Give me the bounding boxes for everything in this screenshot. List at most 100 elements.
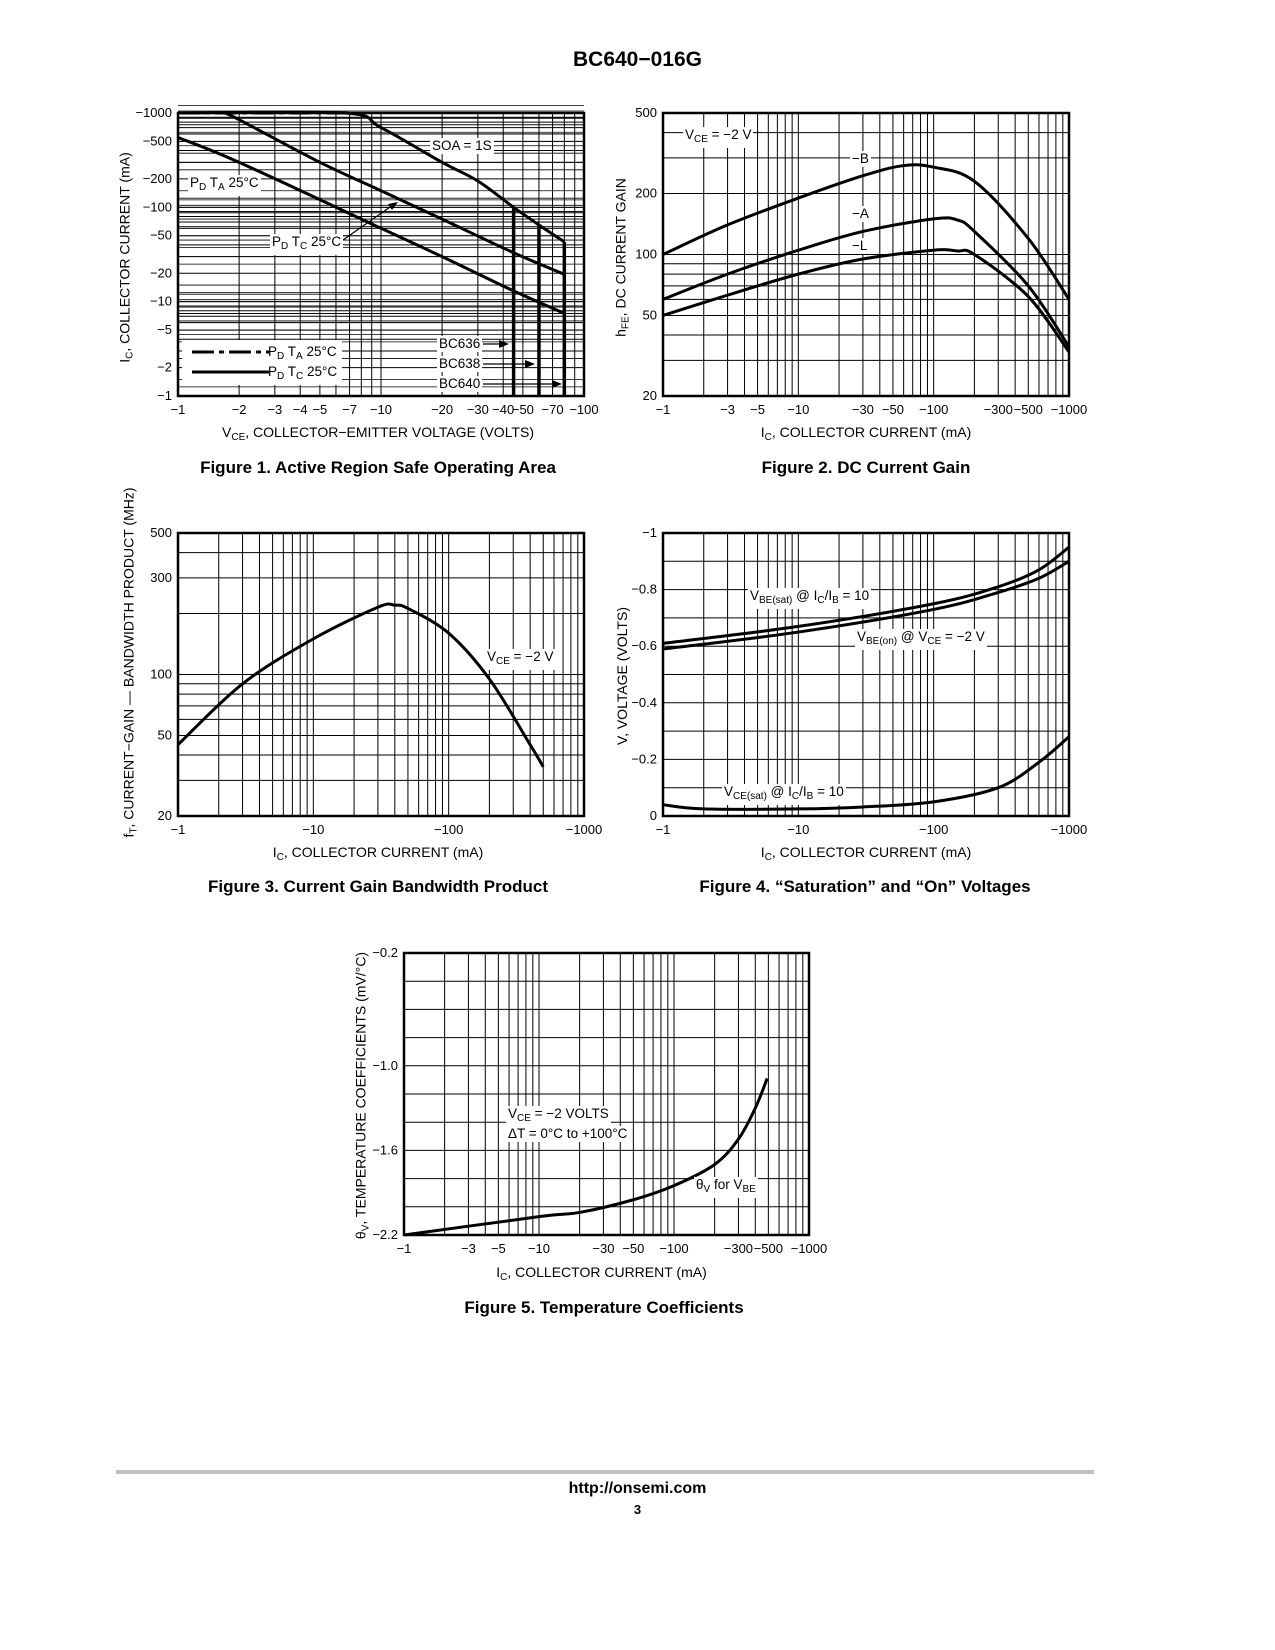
label-rest: , TEMPERATURE COEFFICIENTS (mV/°C) xyxy=(352,951,369,1225)
x-tick-label: −1 xyxy=(171,822,186,837)
label-sub: C xyxy=(124,351,136,359)
page-number: 3 xyxy=(633,1502,642,1517)
t: 25°C xyxy=(302,344,337,359)
label-rest: , COLLECTOR CURRENT (mA) xyxy=(283,844,484,860)
t: V xyxy=(703,1184,711,1195)
fig4-vbeon-label: VBE(on) @ VCE = −2 V xyxy=(855,629,987,650)
fig4-vcesat-label: VCE(sat) @ IC/IB = 10 xyxy=(722,784,846,805)
y-tick-label: 200 xyxy=(635,186,657,201)
fig5-xlabel: IC, COLLECTOR CURRENT (mA) xyxy=(404,1264,799,1283)
t: = −2 VOLTS xyxy=(530,1106,609,1121)
y-tick-label: −0.4 xyxy=(631,695,657,710)
t: D xyxy=(199,182,207,193)
plot-frame xyxy=(402,951,811,1237)
fig4-vbesat-label: VBE(sat) @ IC/IB = 10 xyxy=(748,588,872,609)
label-main: I xyxy=(272,844,277,860)
fig2-vce-label: VCE = −2 V xyxy=(683,127,754,148)
t: B xyxy=(806,791,814,802)
label-main: I xyxy=(496,1264,501,1280)
x-tick-label: −3 xyxy=(267,402,282,417)
t: for V xyxy=(710,1177,743,1192)
label-sub: V xyxy=(360,1224,372,1232)
label-main: θ xyxy=(352,1231,369,1240)
plot-frame xyxy=(661,531,1071,818)
t: /I xyxy=(824,588,833,603)
label-sub: FE xyxy=(620,316,632,330)
x-tick-label: −1 xyxy=(656,822,671,837)
footer-url-link[interactable]: http://onsemi.com xyxy=(568,1480,707,1497)
y-tick-label: 20 xyxy=(643,388,657,403)
fig1-pd-tc-label: PD TC 25°C xyxy=(270,234,344,255)
y-tick-label: 100 xyxy=(150,667,172,682)
t: θ xyxy=(696,1177,704,1192)
t: 25°C xyxy=(303,364,338,379)
t: 25°C xyxy=(307,234,342,249)
t: T xyxy=(284,344,297,359)
legend-entry-tc: PD TC 25°C xyxy=(268,364,337,385)
fig1-legend: PD TA 25°C PD TC 25°C xyxy=(182,340,342,385)
t: CE xyxy=(517,1113,531,1124)
fig3-caption: Figure 3. Current Gain Bandwidth Product xyxy=(207,877,549,896)
t: V xyxy=(750,588,760,603)
label-sub: C xyxy=(500,1272,508,1283)
x-tick-label: −100 xyxy=(919,822,948,837)
x-tick-label: −10 xyxy=(370,402,392,417)
fig1-bc636-label: BC636 xyxy=(437,336,483,352)
y-tick-label: 20 xyxy=(158,808,172,823)
t: 25°C xyxy=(224,175,259,190)
x-tick-label: −40 xyxy=(492,402,514,417)
x-tick-label: −1000 xyxy=(791,1241,828,1256)
fig1-caption: Figure 1. Active Region Safe Operating A… xyxy=(200,458,556,477)
label-rest: , COLLECTOR−EMITTER VOLTAGE (VOLTS) xyxy=(245,424,534,440)
fig1-arrows xyxy=(342,202,562,388)
y-tick-label: −2 xyxy=(157,360,172,375)
y-tick-label: 500 xyxy=(635,105,657,120)
series-line-2-2 xyxy=(662,248,1071,353)
series-line-5-0 xyxy=(403,1077,769,1237)
t: = 10 xyxy=(838,588,870,603)
pd-tc-arrow-icon xyxy=(342,204,394,241)
label-rest: , COLLECTOR CURRENT (mA) xyxy=(116,152,133,352)
label-sub: C xyxy=(764,852,772,863)
x-tick-label: −5 xyxy=(312,402,327,417)
fig3-vce-label: VCE = −2 V xyxy=(485,649,556,670)
y-tick-label: −0.6 xyxy=(631,638,657,653)
t: BE(sat) xyxy=(759,595,793,606)
legend-entry-ta: PD TA 25°C xyxy=(268,344,337,365)
series-line-4-2 xyxy=(662,735,1070,811)
t: C xyxy=(296,371,304,382)
x-tick-label: −7 xyxy=(342,402,357,417)
x-tick-label: −300 xyxy=(984,402,1013,417)
label-main: V xyxy=(222,424,232,440)
label-rest: , COLLECTOR CURRENT (mA) xyxy=(771,424,972,440)
y-tick-label: −1000 xyxy=(135,105,172,120)
label-sub: CE xyxy=(231,432,246,443)
label-main: h xyxy=(612,329,629,337)
y-tick-label: 50 xyxy=(643,307,657,322)
x-tick-label: −3 xyxy=(720,402,735,417)
grid xyxy=(662,532,1069,817)
x-tick-label: −500 xyxy=(1014,402,1043,417)
y-tick-label: −1.6 xyxy=(372,1142,398,1157)
series-line-4-1 xyxy=(662,559,1070,651)
fig5-theta-label: θV for VBE xyxy=(694,1177,758,1198)
t: CE xyxy=(694,134,708,145)
fig5-dt-label: ΔT = 0°C to +100°C xyxy=(506,1126,630,1142)
y-tick-label: 100 xyxy=(635,247,657,262)
y-tick-label: −0.2 xyxy=(372,945,398,960)
x-tick-label: −70 xyxy=(542,402,564,417)
fig4-xlabel: IC, COLLECTOR CURRENT (mA) xyxy=(663,844,1069,863)
fig1-ylabel: IC, COLLECTOR CURRENT (mA) xyxy=(117,118,136,398)
y-tick-label: −500 xyxy=(143,133,172,148)
x-tick-label: −30 xyxy=(852,402,874,417)
x-tick-label: −1 xyxy=(397,1241,412,1256)
t: P xyxy=(272,234,282,249)
y-tick-label: −200 xyxy=(143,171,172,186)
arrowhead-icon xyxy=(525,360,535,368)
t: V xyxy=(487,649,497,664)
label-sub: T xyxy=(128,827,140,834)
t: D xyxy=(277,371,285,382)
fig2-b-label: −B xyxy=(850,151,871,167)
t: V xyxy=(857,629,867,644)
figure-5-plot: −1 −3 −5 −10 −30 −50 −100 −300 −500 −1000 −2.2 −1.6… xyxy=(372,945,827,1256)
